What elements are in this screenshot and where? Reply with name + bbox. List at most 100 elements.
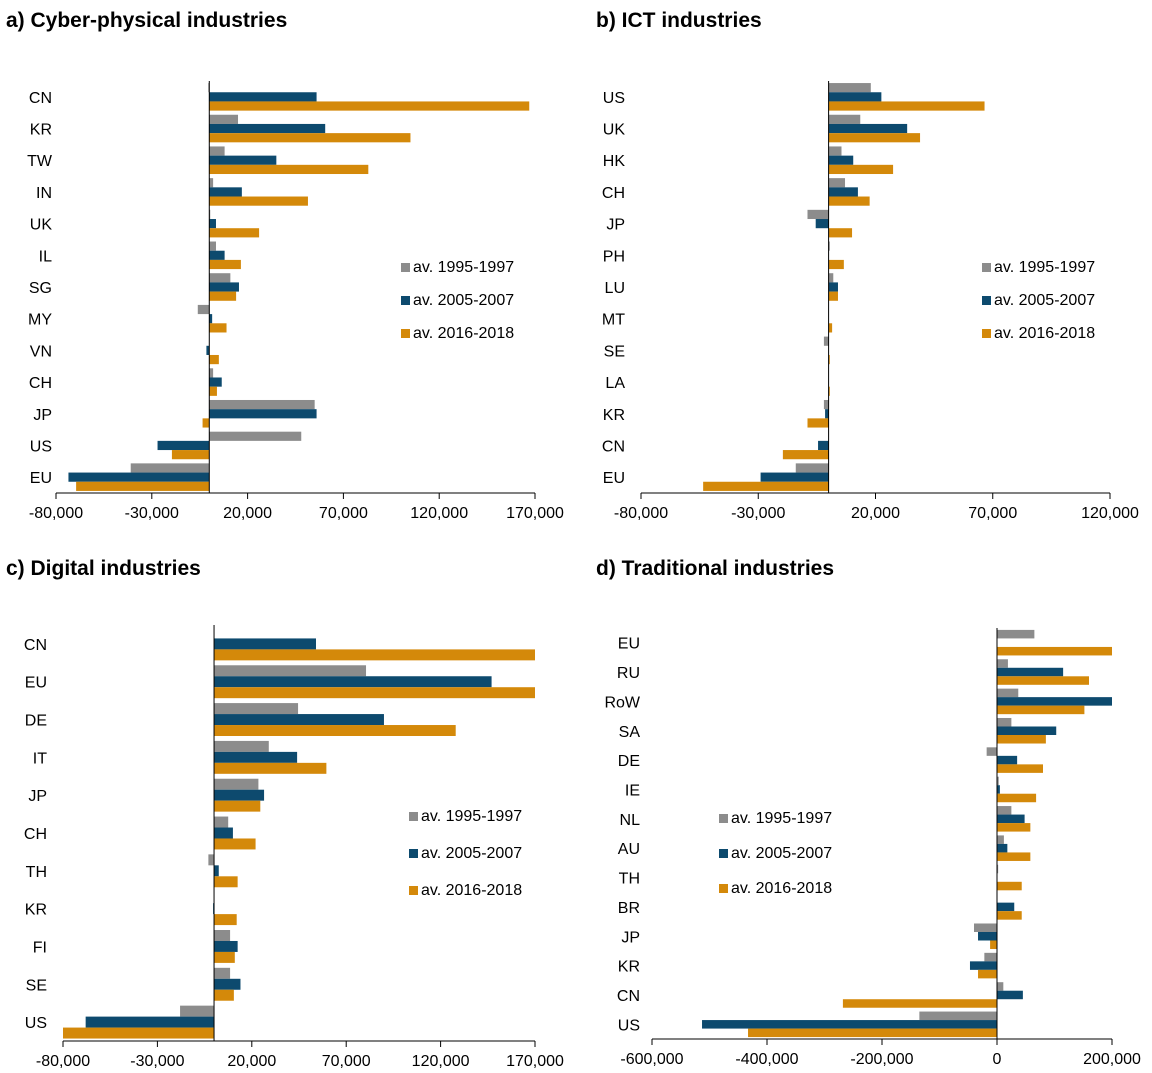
bar — [209, 146, 225, 156]
category-label: IN — [36, 185, 52, 202]
category-label: SE — [26, 977, 47, 994]
bar — [209, 123, 326, 134]
bar — [969, 961, 997, 970]
legend-label: av. 1995-1997 — [421, 808, 522, 825]
bar — [823, 399, 829, 410]
bar — [984, 952, 997, 962]
legend-swatch — [982, 329, 991, 338]
bar — [214, 638, 316, 650]
bar — [214, 967, 231, 979]
legend-swatch — [719, 849, 728, 858]
bar — [171, 450, 210, 460]
bar — [209, 241, 216, 251]
legend-label: av. 1995-1997 — [413, 259, 514, 276]
bar — [209, 314, 213, 324]
category-label: PH — [603, 248, 625, 265]
legend-label: av. 2016-2018 — [994, 325, 1095, 342]
bar — [997, 793, 1037, 803]
bar — [997, 735, 1046, 744]
bar — [986, 747, 997, 756]
bar — [997, 785, 1000, 794]
bar — [760, 472, 829, 482]
legend-label: av. 2005-2007 — [994, 292, 1095, 309]
legend-label: av. 1995-1997 — [731, 810, 832, 827]
bar — [209, 250, 225, 260]
bar — [997, 864, 999, 874]
bar — [997, 982, 1004, 991]
bar — [209, 431, 302, 441]
bar — [209, 178, 214, 188]
bar — [208, 854, 215, 866]
legend-label: av. 1995-1997 — [994, 259, 1095, 276]
category-label: JP — [621, 929, 640, 946]
bar — [828, 259, 844, 270]
bar — [214, 703, 299, 715]
category-label: SA — [619, 724, 641, 741]
bar — [828, 241, 830, 251]
category-label: AU — [618, 841, 640, 858]
x-tick-label: -600,000 — [620, 1051, 683, 1068]
bar — [978, 969, 997, 979]
legend-label: av. 2016-2018 — [421, 882, 522, 899]
x-tick-label: 20,000 — [851, 505, 900, 522]
bar — [997, 814, 1025, 824]
category-label: EU — [618, 636, 640, 653]
bar — [828, 273, 834, 283]
bar — [214, 865, 219, 877]
bar — [997, 881, 1022, 891]
category-label: CH — [602, 185, 625, 202]
bar — [214, 762, 327, 774]
bar — [214, 914, 237, 926]
bar — [997, 726, 1057, 736]
category-label: LA — [605, 375, 625, 392]
x-tick-label: 120,000 — [1081, 505, 1139, 522]
x-tick-label: -30,000 — [130, 1053, 184, 1070]
bar — [214, 930, 231, 941]
bar — [997, 843, 1008, 853]
legend-swatch — [982, 263, 991, 272]
bar — [997, 806, 1012, 815]
category-label: CN — [602, 438, 625, 455]
category-label: DE — [25, 713, 47, 730]
x-tick-label: 70,000 — [319, 505, 368, 522]
bar — [214, 649, 536, 661]
bar — [214, 951, 235, 963]
bar — [997, 911, 1022, 920]
category-label: IL — [39, 248, 52, 265]
x-tick-label: -400,000 — [735, 1051, 798, 1068]
category-label: CN — [29, 90, 52, 107]
category-label: LU — [605, 280, 625, 297]
bar — [828, 114, 861, 124]
bar — [828, 291, 838, 301]
bar — [828, 187, 858, 197]
bar — [209, 196, 308, 206]
bar — [209, 273, 231, 283]
category-label: IE — [625, 782, 640, 799]
legend-swatch — [719, 814, 728, 823]
category-label: MT — [602, 312, 625, 329]
legend-label: av. 2016-2018 — [731, 880, 832, 897]
category-label: VN — [30, 343, 52, 360]
bar — [214, 725, 456, 736]
bar — [63, 1027, 215, 1039]
bar — [997, 852, 1031, 861]
category-label: SG — [29, 280, 52, 297]
category-label: TH — [619, 871, 640, 888]
bar — [807, 418, 829, 428]
bar — [214, 778, 259, 790]
bar — [997, 902, 1015, 912]
bar — [828, 123, 908, 134]
category-label: UK — [603, 122, 626, 139]
chart-title: b) ICT industries — [596, 9, 762, 32]
category-label: HK — [603, 153, 626, 170]
category-label: US — [30, 438, 52, 455]
bar — [214, 740, 269, 752]
bar — [206, 345, 210, 355]
legend-label: av. 2005-2007 — [413, 292, 514, 309]
bar — [209, 114, 239, 124]
x-tick-label: -200,000 — [850, 1051, 913, 1068]
bar — [990, 940, 997, 950]
bar — [815, 219, 829, 229]
legend-swatch — [982, 296, 991, 305]
